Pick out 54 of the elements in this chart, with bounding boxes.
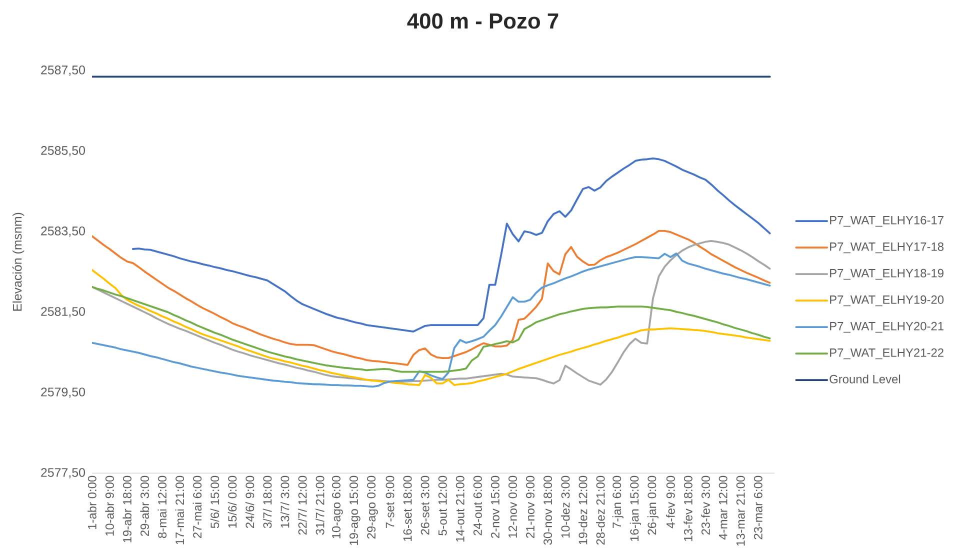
- y-tick-label: 2577,50: [41, 468, 85, 478]
- y-tick-label: 2587,50: [41, 66, 85, 76]
- chart-title: 400 m - Pozo 7: [407, 13, 558, 29]
- x-tick-label: 15/6/ 0:00: [228, 476, 237, 528]
- x-tick-label: 29-abr 3:00: [140, 476, 149, 536]
- x-tick-label: 19-dez 12:00: [578, 476, 588, 544]
- x-tick-label: 29-ago 0:00: [367, 476, 378, 539]
- x-tick-label: 7-set 9:00: [386, 476, 394, 528]
- x-tick-label: 22/7/ 12:00: [298, 476, 307, 535]
- x-tick-label: 3/7/ 18:00: [262, 476, 272, 528]
- legend-label: P7_WAT_ELHY16-17: [830, 216, 944, 227]
- x-tick-label: 24/6/ 9:00: [245, 476, 254, 528]
- legend-label: P7_WAT_ELHY18-19: [830, 268, 944, 280]
- x-tick-label: 27-mai 6:00: [192, 476, 202, 538]
- x-tick-label: 7-jan 6:00: [612, 476, 624, 528]
- legend-label: Ground Level: [830, 374, 900, 384]
- x-tick-label: 8-mai 12:00: [158, 476, 166, 538]
- x-tick-label: 23-fev 3:00: [701, 476, 710, 535]
- legend-label: P7_WAT_ELHY17-18: [830, 242, 944, 254]
- x-tick-label: 12-nov 0:00: [508, 476, 517, 538]
- x-tick-label: 4-fev 9:00: [666, 476, 675, 528]
- y-tick-label: 2581,50: [41, 307, 85, 318]
- x-tick-label: 21-nov 9:00: [526, 476, 534, 538]
- x-tick-label: 28-dez 21:00: [596, 476, 605, 545]
- y-axis-title: Elevación (msnm): [12, 212, 24, 311]
- legend-label: P7_WAT_ELHY21-22: [830, 348, 944, 360]
- x-tick-label: 13/7/ 3:00: [280, 476, 290, 528]
- x-tick-label: 23-mar 6:00: [754, 476, 762, 540]
- x-tick-label: 5/6/ 15:00: [210, 476, 220, 528]
- legend-label: P7_WAT_ELHY20-21: [830, 322, 944, 333]
- y-tick-label: 2585,50: [41, 146, 85, 156]
- x-tick-label: 2-nov 15:00: [490, 476, 500, 538]
- x-tick-label: 13-mar 21:00: [736, 476, 745, 546]
- x-tick-label: 24-out 6:00: [473, 476, 482, 536]
- x-tick-label: 1-abr 0:00: [88, 476, 96, 529]
- x-tick-label: 16-set 18:00: [403, 476, 412, 541]
- x-tick-label: 26-jan 0:00: [647, 476, 659, 535]
- x-tick-label: 19-abr 18:00: [122, 476, 132, 542]
- x-tick-label: 13-fev 18:00: [684, 476, 692, 541]
- y-tick-label: 2579,50: [41, 388, 85, 398]
- x-tick-label: 16-jan 15:00: [630, 476, 642, 541]
- legend-label: P7_WAT_ELHY19-20: [830, 295, 944, 306]
- x-tick-label: 19-ago 15:00: [350, 476, 360, 545]
- x-tick-label: 10-dez 3:00: [560, 476, 570, 538]
- x-tick-label: 31/7/ 21:00: [316, 476, 324, 535]
- y-tick-label: 2583,50: [41, 226, 85, 237]
- x-tick-label: 10-ago 6:00: [332, 476, 343, 538]
- x-tick-label: 30-nov 18:00: [544, 476, 552, 545]
- x-tick-label: 5-out 12:00: [438, 476, 447, 536]
- x-tick-label: 17-mai 21:00: [175, 476, 184, 544]
- x-tick-label: 4-mar 12:00: [718, 476, 728, 540]
- x-tick-label: 10-abr 9:00: [105, 476, 114, 536]
- x-tick-label: 26-set 3:00: [420, 476, 430, 535]
- x-tick-label: 14-out 21:00: [456, 476, 464, 542]
